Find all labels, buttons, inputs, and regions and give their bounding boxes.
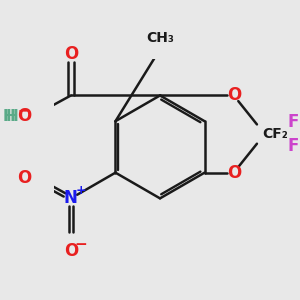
- Text: +: +: [76, 184, 86, 196]
- Text: H: H: [3, 109, 16, 124]
- Text: O: O: [227, 164, 241, 181]
- Text: O: O: [64, 45, 78, 63]
- Text: F: F: [287, 113, 299, 131]
- Text: −: −: [17, 103, 29, 117]
- Text: CF₂: CF₂: [262, 127, 288, 141]
- Text: O: O: [64, 242, 78, 260]
- Text: O: O: [227, 86, 241, 104]
- Text: F: F: [287, 137, 299, 155]
- Text: CH₃: CH₃: [146, 31, 174, 45]
- Text: N: N: [64, 189, 78, 207]
- Text: O: O: [17, 107, 31, 125]
- Text: H: H: [6, 109, 19, 124]
- Text: O: O: [17, 169, 31, 187]
- Text: −: −: [75, 237, 88, 252]
